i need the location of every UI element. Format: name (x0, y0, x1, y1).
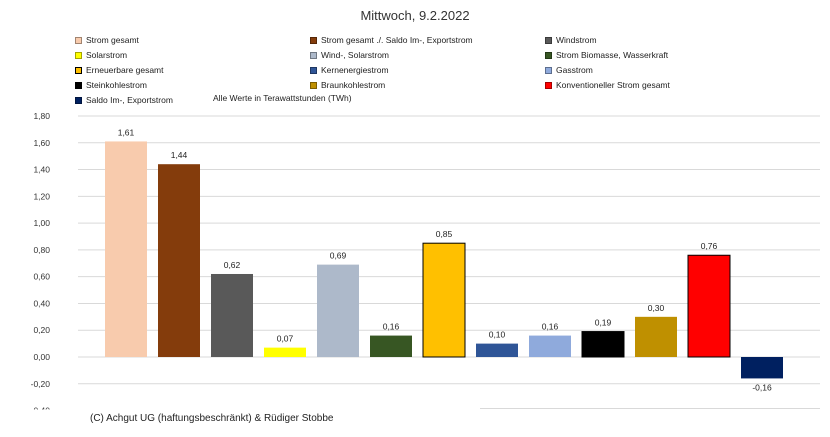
chart-title: Mittwoch, 9.2.2022 (360, 8, 470, 23)
data-label: -0,16 (752, 382, 772, 392)
legend-label: Solarstrom (86, 50, 128, 60)
y-tick-label: 0,60 (33, 272, 50, 282)
footer-divider (480, 408, 820, 409)
unit-note: Alle Werte in Terawattstunden (TWh) (213, 93, 352, 103)
legend-swatch (545, 66, 552, 74)
legend-item: Saldo Im-, Exportstrom (75, 93, 310, 107)
legend-swatch (310, 36, 317, 44)
legend-item: Gasstrom (545, 63, 780, 77)
legend-item: Strom gesamt ./. Saldo Im-, Exportstrom (310, 33, 545, 47)
copyright-text: (C) Achgut UG (haftungsbeschränkt) & Rüd… (90, 413, 334, 424)
legend-item: Erneuerbare gesamt (75, 63, 310, 77)
y-tick-label: 0,80 (33, 245, 50, 255)
legend-item: Wind-, Solarstrom (310, 48, 545, 62)
chart-legend: Strom gesamt Strom gesamt ./. Saldo Im-, … (75, 33, 815, 107)
legend-swatch (310, 66, 317, 74)
data-label: 0,19 (595, 318, 612, 328)
legend-label: Steinkohlestrom (86, 80, 147, 90)
legend-swatch (310, 81, 317, 89)
legend-swatch (75, 51, 82, 59)
bar (581, 331, 625, 358)
y-tick-label: 0,00 (33, 352, 50, 362)
bar (211, 273, 253, 357)
legend-swatch (75, 66, 82, 74)
bar (158, 164, 200, 357)
y-tick-label: 0,40 (33, 298, 50, 308)
legend-label: Wind-, Solarstrom (321, 50, 390, 60)
legend-label: Kernenergiestrom (321, 65, 389, 75)
data-label: 0,16 (383, 322, 400, 332)
legend-label: Windstrom (556, 35, 597, 45)
legend-label: Braunkohlestrom (321, 80, 386, 90)
legend-swatch (75, 96, 82, 104)
data-label: 0,85 (436, 229, 453, 239)
bar (317, 264, 359, 357)
legend-label: Erneuerbare gesamt (86, 65, 164, 75)
legend-swatch (75, 36, 82, 44)
data-label: 1,44 (171, 150, 188, 160)
data-label: 0,16 (542, 322, 559, 332)
legend-item: Steinkohlestrom (75, 78, 310, 92)
legend-label: Strom Biomasse, Wasserkraft (556, 50, 669, 60)
data-label: 0,62 (224, 260, 241, 270)
legend-label: Saldo Im-, Exportstrom (86, 95, 173, 105)
legend-item: Solarstrom (75, 48, 310, 62)
legend-swatch (75, 81, 82, 89)
legend-swatch (545, 36, 552, 44)
bar (370, 335, 412, 357)
legend-item: Braunkohlestrom (310, 78, 545, 92)
y-tick-label: 1,80 (33, 111, 50, 121)
y-tick-label: 1,60 (33, 138, 50, 148)
data-label: 0,10 (489, 330, 506, 340)
legend-item: Strom gesamt (75, 33, 310, 47)
legend-label: Konventioneller Strom gesamt (556, 80, 670, 90)
legend-swatch (545, 81, 552, 89)
bar (741, 357, 783, 379)
bar (635, 316, 677, 357)
bar (687, 254, 731, 358)
bar (264, 347, 306, 357)
legend-item: Konventioneller Strom gesamt (545, 78, 780, 92)
y-tick-label: -0,20 (31, 379, 51, 389)
legend-swatch (310, 51, 317, 59)
bar (422, 242, 466, 358)
bar (529, 335, 571, 357)
y-tick-label: 1,40 (33, 165, 50, 175)
data-label: 0,07 (277, 334, 294, 344)
y-tick-label: 0,20 (33, 325, 50, 335)
y-tick-label: 1,20 (33, 191, 50, 201)
bar (476, 343, 518, 357)
legend-item: Kernenergiestrom (310, 63, 545, 77)
y-tick-label-clipped: -0,40 (31, 406, 51, 416)
data-label: 0,69 (330, 251, 347, 261)
legend-label: Gasstrom (556, 65, 593, 75)
legend-label: Strom gesamt ./. Saldo Im-, Exportstrom (321, 35, 473, 45)
legend-item: Strom Biomasse, Wasserkraft (545, 48, 780, 62)
legend-item: Windstrom (545, 33, 780, 47)
legend-label: Strom gesamt (86, 35, 139, 45)
legend-swatch (545, 51, 552, 59)
data-label: 1,61 (118, 127, 135, 137)
y-tick-label: 1,00 (33, 218, 50, 228)
data-label: 0,30 (648, 303, 665, 313)
bar (105, 141, 147, 357)
data-label: 0,76 (701, 241, 718, 251)
